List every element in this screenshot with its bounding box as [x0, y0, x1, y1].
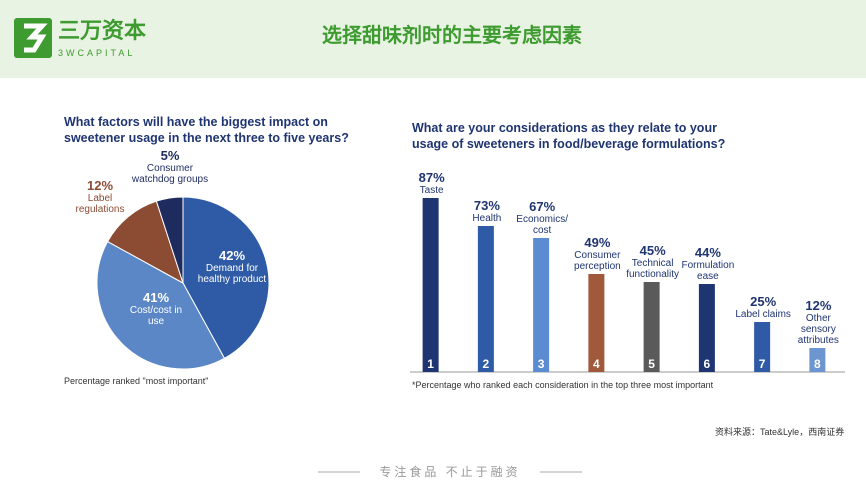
bar-rank: 5 — [648, 357, 655, 371]
bar-value: 67% — [529, 199, 556, 214]
bar — [533, 238, 550, 372]
pie-slice — [155, 196, 184, 284]
slice-category: Demand for healthy product — [197, 263, 267, 285]
bar-category: Taste — [419, 185, 444, 196]
bar-label: 25% Label claims — [732, 294, 794, 320]
footer: 专注食品 不止于融资 — [379, 464, 520, 479]
bar-rank: 7 — [759, 357, 766, 371]
bar — [643, 282, 660, 372]
slice-category: Label regulations — [75, 193, 125, 215]
bar-rank: 1 — [427, 357, 434, 371]
slice-value: 12% — [86, 178, 114, 193]
slice-value: 42% — [218, 248, 246, 263]
pie-note: Percentage ranked "most important" — [64, 376, 209, 386]
bar-label: 45% Technical functionality — [622, 243, 684, 280]
bar — [588, 274, 605, 372]
bar-label: 49% Consumer perception — [566, 235, 628, 272]
slice-value: 41% — [142, 290, 170, 305]
bar-value: 45% — [639, 243, 666, 258]
logo-glyph — [24, 23, 48, 53]
bar-rank: 2 — [483, 357, 490, 371]
slice-value: 5% — [160, 148, 180, 163]
logo-sub: 3WCAPITAL — [58, 48, 135, 58]
bar — [422, 198, 439, 372]
bar-category: Consumer perception — [574, 250, 621, 272]
slice-category: Consumer watchdog groups — [131, 163, 209, 185]
pie-slice — [182, 196, 270, 360]
bar-rank: 4 — [593, 357, 600, 371]
logo-name: 三万资本 — [58, 18, 146, 43]
bar-value: 49% — [584, 235, 611, 250]
bar-value: 44% — [694, 245, 721, 260]
bar-title: What are your considerations as they rel… — [412, 121, 726, 151]
bar-label: 67% Economics/ cost — [511, 199, 573, 236]
source: 资料来源：Tate&Lyle，西南证券 — [715, 426, 844, 437]
pie-slice — [96, 240, 226, 370]
bar — [698, 284, 715, 372]
bar-label: 73% Health — [456, 198, 518, 224]
bar-label: 12% Other sensory attributes — [787, 298, 849, 346]
bar-category: Health — [472, 213, 502, 224]
pie-slice — [106, 200, 184, 285]
slice-label: 41% Cost/cost in use — [126, 290, 186, 327]
bar-rank: 8 — [814, 357, 821, 371]
bar-value: 87% — [418, 170, 445, 185]
bar-value: 12% — [805, 298, 832, 313]
bar-value: 73% — [473, 198, 500, 213]
bar — [477, 226, 494, 372]
slice-category: Cost/cost in use — [129, 305, 183, 327]
slice-label: 5% Consumer watchdog groups — [130, 148, 210, 185]
bar-category: Label claims — [735, 309, 791, 320]
header-band — [0, 0, 866, 78]
bar-label: 44% Formulation ease — [677, 245, 739, 282]
bar — [809, 348, 826, 372]
bar-rank: 6 — [704, 357, 711, 371]
bar-category: Other sensory attributes — [797, 313, 839, 346]
bar-rank: 3 — [538, 357, 545, 371]
bar — [754, 322, 771, 372]
slice-label: 42% Demand for healthy product — [197, 248, 267, 285]
slice-label: 12% Label regulations — [65, 178, 135, 215]
bar-category: Technical functionality — [626, 258, 680, 280]
bar-category: Formulation ease — [681, 260, 735, 282]
slide-title: 选择甜味剂时的主要考虑因素 — [322, 23, 582, 47]
bar-label: 87% Taste — [401, 170, 463, 196]
bar-category: Economics/ cost — [516, 214, 568, 236]
pie-title: What factors will have the biggest impac… — [64, 115, 349, 145]
bar-value: 25% — [750, 294, 777, 309]
bar-note: *Percentage who ranked each consideratio… — [412, 380, 714, 390]
